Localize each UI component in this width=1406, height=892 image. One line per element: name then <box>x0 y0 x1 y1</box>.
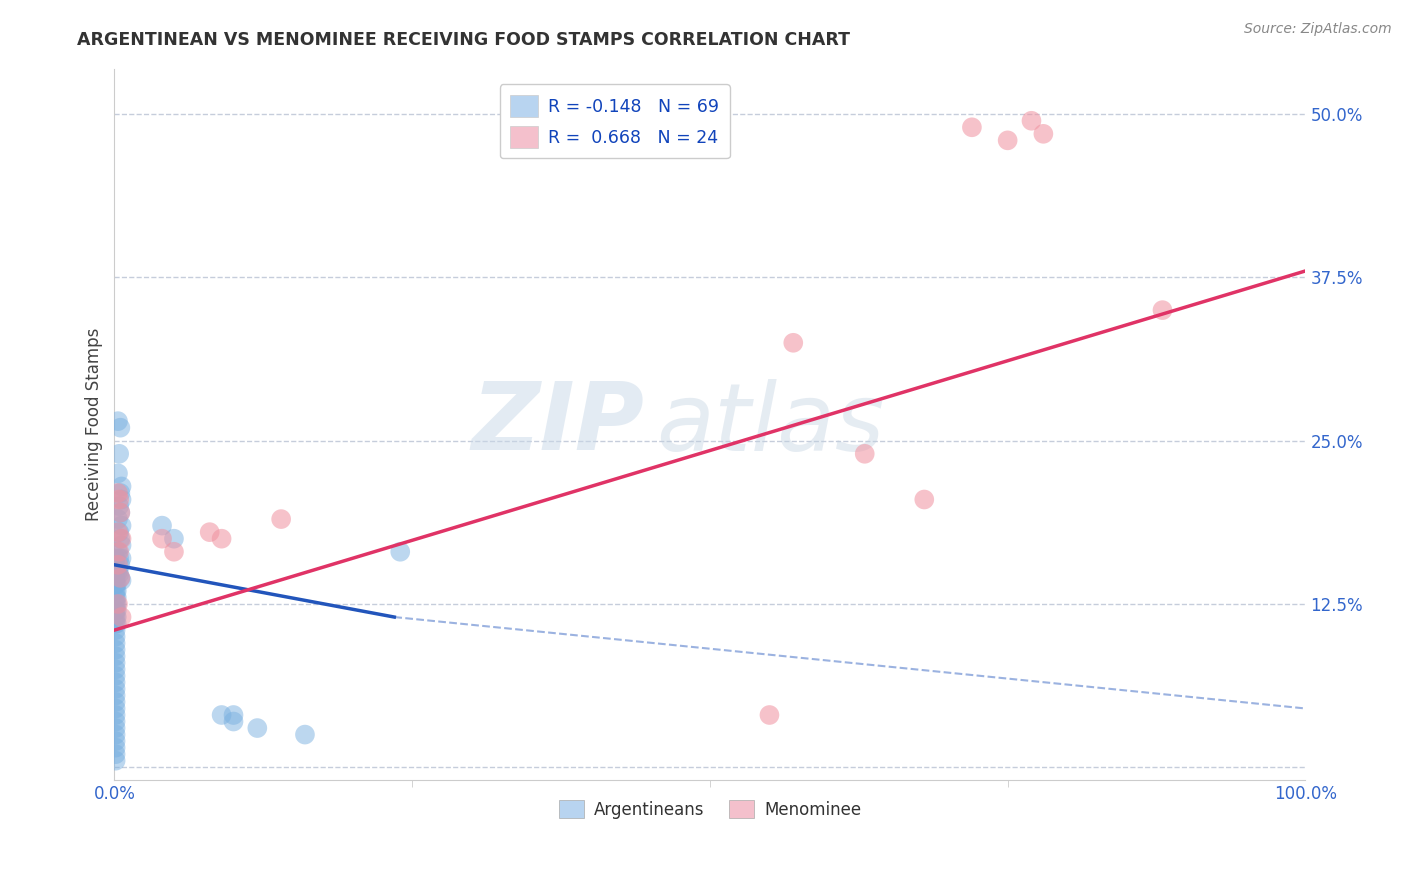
Point <box>104 662 127 676</box>
Point <box>104 630 127 644</box>
Point <box>104 649 127 664</box>
Point <box>107 597 129 611</box>
Point <box>997 133 1019 147</box>
Point <box>110 574 132 588</box>
Point <box>110 538 132 552</box>
Point <box>104 669 127 683</box>
Point <box>246 721 269 735</box>
Point <box>108 545 131 559</box>
Point <box>104 551 127 566</box>
Point <box>107 486 129 500</box>
Point <box>108 492 131 507</box>
Point <box>104 708 127 723</box>
Point <box>104 681 127 696</box>
Text: ZIP: ZIP <box>471 378 644 470</box>
Point <box>104 675 127 690</box>
Point <box>105 616 128 631</box>
Point <box>110 518 132 533</box>
Point <box>104 689 127 703</box>
Point <box>107 512 129 526</box>
Point <box>104 603 127 617</box>
Point <box>108 525 131 540</box>
Point <box>105 597 128 611</box>
Point <box>104 714 127 729</box>
Point <box>912 492 935 507</box>
Text: Source: ZipAtlas.com: Source: ZipAtlas.com <box>1244 22 1392 37</box>
Point <box>1032 127 1054 141</box>
Point <box>110 506 132 520</box>
Point <box>222 714 245 729</box>
Point <box>107 545 129 559</box>
Point <box>211 532 233 546</box>
Point <box>104 583 127 598</box>
Point <box>758 708 780 723</box>
Point <box>108 499 131 513</box>
Point <box>104 610 127 624</box>
Point <box>104 636 127 650</box>
Point <box>782 335 804 350</box>
Point <box>104 623 127 637</box>
Point <box>110 479 132 493</box>
Point <box>270 512 292 526</box>
Text: atlas: atlas <box>657 379 884 470</box>
Point <box>108 551 131 566</box>
Point <box>198 525 221 540</box>
Y-axis label: Receiving Food Stamps: Receiving Food Stamps <box>86 327 103 521</box>
Point <box>104 616 127 631</box>
Point <box>110 492 132 507</box>
Point <box>1021 113 1043 128</box>
Point <box>107 525 129 540</box>
Point <box>110 532 132 546</box>
Point <box>104 565 127 579</box>
Point <box>108 566 131 581</box>
Point <box>105 577 128 591</box>
Point <box>110 558 132 572</box>
Point <box>104 747 127 761</box>
Point <box>1152 303 1174 318</box>
Legend: Argentineans, Menominee: Argentineans, Menominee <box>553 793 868 825</box>
Point <box>294 728 316 742</box>
Point <box>104 734 127 748</box>
Point <box>105 591 128 605</box>
Point <box>104 695 127 709</box>
Point <box>150 518 173 533</box>
Point <box>110 610 132 624</box>
Point <box>108 447 131 461</box>
Point <box>150 532 173 546</box>
Text: ARGENTINEAN VS MENOMINEE RECEIVING FOOD STAMPS CORRELATION CHART: ARGENTINEAN VS MENOMINEE RECEIVING FOOD … <box>77 31 851 49</box>
Point <box>110 420 132 434</box>
Point <box>211 708 233 723</box>
Point <box>105 583 128 598</box>
Point <box>104 728 127 742</box>
Point <box>110 551 132 566</box>
Point <box>104 591 127 605</box>
Point <box>104 558 127 572</box>
Point <box>222 708 245 723</box>
Point <box>104 656 127 670</box>
Point <box>163 532 186 546</box>
Point <box>104 754 127 768</box>
Point <box>853 447 876 461</box>
Point <box>105 610 128 624</box>
Point <box>104 571 127 585</box>
Point <box>110 532 132 546</box>
Point <box>104 701 127 715</box>
Point <box>107 558 129 572</box>
Point <box>163 545 186 559</box>
Point <box>104 642 127 657</box>
Point <box>110 506 132 520</box>
Point <box>389 545 412 559</box>
Point <box>107 467 129 481</box>
Point <box>110 486 132 500</box>
Point <box>104 721 127 735</box>
Point <box>105 603 128 617</box>
Point <box>104 577 127 591</box>
Point <box>104 597 127 611</box>
Point <box>107 414 129 428</box>
Point <box>110 571 132 585</box>
Point <box>960 120 983 135</box>
Point <box>104 740 127 755</box>
Point <box>110 571 132 585</box>
Point <box>107 565 129 579</box>
